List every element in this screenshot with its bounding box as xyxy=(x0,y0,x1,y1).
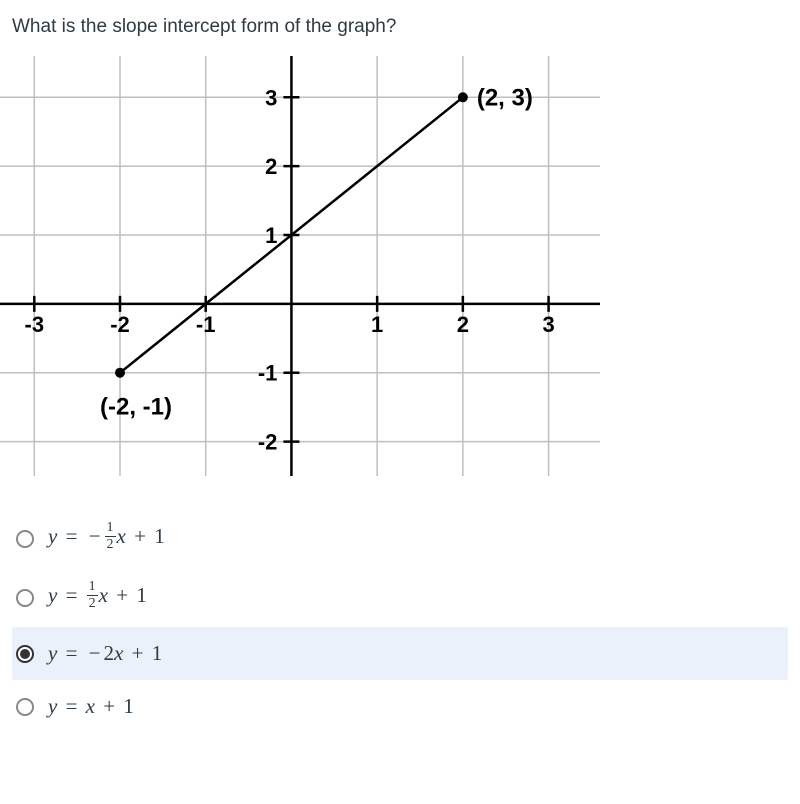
radio-icon xyxy=(16,645,34,663)
answer-label: y = x + 1 xyxy=(48,694,134,719)
answer-option-c[interactable]: y = −2x + 1 xyxy=(12,627,788,680)
svg-text:3: 3 xyxy=(542,312,554,337)
svg-text:-1: -1 xyxy=(196,312,216,337)
answer-list: y = −12x + 1 y = 12x + 1 y = −2x + 1 y = x … xyxy=(12,509,788,733)
svg-text:2: 2 xyxy=(265,154,277,179)
answer-label: y = −2x + 1 xyxy=(48,641,162,666)
svg-text:-2: -2 xyxy=(258,430,278,455)
coordinate-graph: -3 -2 -1 1 2 3 -2 -1 1 2 3 (2, 3) (-2, -1) xyxy=(0,56,600,476)
svg-text:(2, 3): (2, 3) xyxy=(477,84,533,111)
answer-option-d[interactable]: y = x + 1 xyxy=(12,680,788,733)
svg-text:1: 1 xyxy=(371,312,383,337)
radio-icon xyxy=(16,698,34,716)
svg-text:2: 2 xyxy=(457,312,469,337)
answer-option-b[interactable]: y = 12x + 1 xyxy=(12,568,788,627)
answer-label: y = 12x + 1 xyxy=(48,582,147,613)
svg-text:-3: -3 xyxy=(25,312,45,337)
radio-icon xyxy=(16,530,34,548)
svg-text:(-2, -1): (-2, -1) xyxy=(100,394,172,421)
svg-text:-2: -2 xyxy=(110,312,130,337)
answer-option-a[interactable]: y = −12x + 1 xyxy=(12,509,788,568)
svg-text:1: 1 xyxy=(265,223,277,248)
svg-text:3: 3 xyxy=(265,85,277,110)
graph-container: -3 -2 -1 1 2 3 -2 -1 1 2 3 (2, 3) (-2, -1) xyxy=(0,56,788,481)
radio-icon xyxy=(16,589,34,607)
svg-text:-1: -1 xyxy=(258,361,278,386)
answer-label: y = −12x + 1 xyxy=(48,523,165,554)
question-text: What is the slope intercept form of the … xyxy=(12,16,788,38)
